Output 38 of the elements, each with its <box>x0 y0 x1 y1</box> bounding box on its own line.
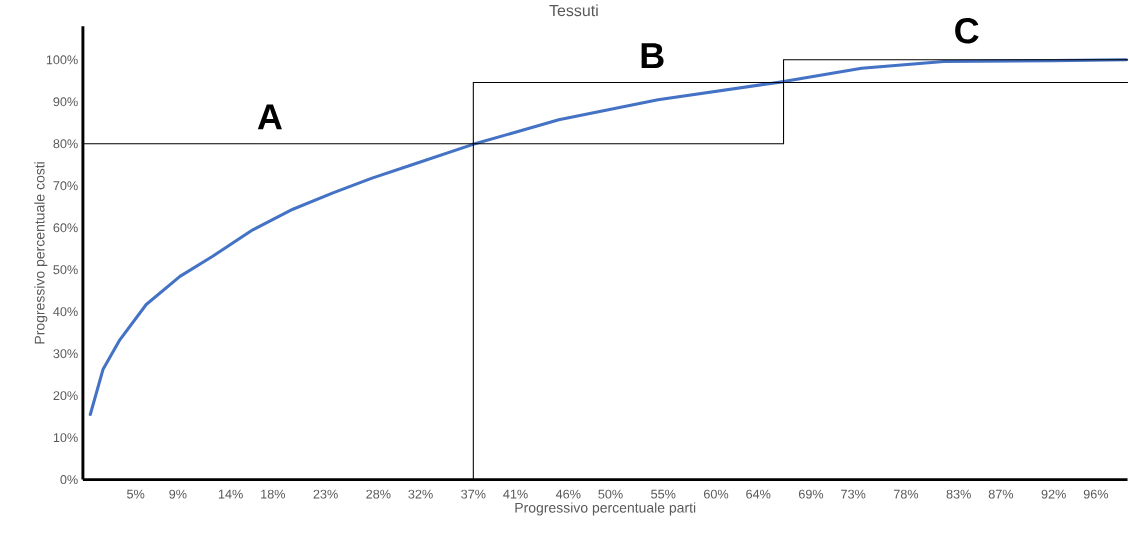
x-tick-label: 73% <box>841 489 866 499</box>
x-tick-label: 37% <box>461 489 486 499</box>
x-tick-label: 9% <box>169 489 187 499</box>
x-tick-label: 32% <box>408 489 433 499</box>
x-tick-label: 60% <box>704 489 729 499</box>
x-tick-label: 83% <box>946 489 971 499</box>
y-tick-label: 40% <box>53 307 78 317</box>
y-tick-label: 50% <box>53 265 78 275</box>
x-tick-label: 78% <box>893 489 919 499</box>
x-tick-label: 87% <box>988 489 1014 499</box>
x-tick-label: 5% <box>127 489 145 499</box>
x-tick-label: 50% <box>598 489 623 499</box>
y-tick-label: 70% <box>53 181 78 191</box>
y-axis-title: Progressivo percentuale costi <box>34 162 48 344</box>
chart-title: Tessuti <box>549 4 598 17</box>
y-tick-label: 90% <box>53 97 78 107</box>
y-tick-label: 30% <box>53 349 78 359</box>
x-tick-label: 28% <box>366 489 391 499</box>
x-tick-label: 18% <box>261 489 286 499</box>
x-tick-label: 92% <box>1041 489 1066 499</box>
x-tick-label: 14% <box>218 489 243 499</box>
x-tick-label: 23% <box>313 489 338 499</box>
x-tick-label: 46% <box>555 489 581 499</box>
x-tick-label: 69% <box>798 489 824 499</box>
y-tick-label: 80% <box>53 139 78 149</box>
y-tick-label: 60% <box>53 223 78 233</box>
x-tick-label: 64% <box>746 489 771 499</box>
x-tick-label: 55% <box>651 489 676 499</box>
y-tick-label: 100% <box>46 55 78 65</box>
annotation: A <box>257 104 282 130</box>
x-tick-label: 41% <box>503 489 528 499</box>
y-tick-label: 10% <box>53 433 78 443</box>
y-tick-label: 0% <box>60 475 78 485</box>
y-tick-label: 20% <box>53 391 78 401</box>
annotation: B <box>641 43 664 69</box>
x-axis-title: Progressivo percentuale parti <box>515 502 696 516</box>
annotation: C <box>955 18 979 44</box>
x-tick-label: 96% <box>1083 489 1109 499</box>
